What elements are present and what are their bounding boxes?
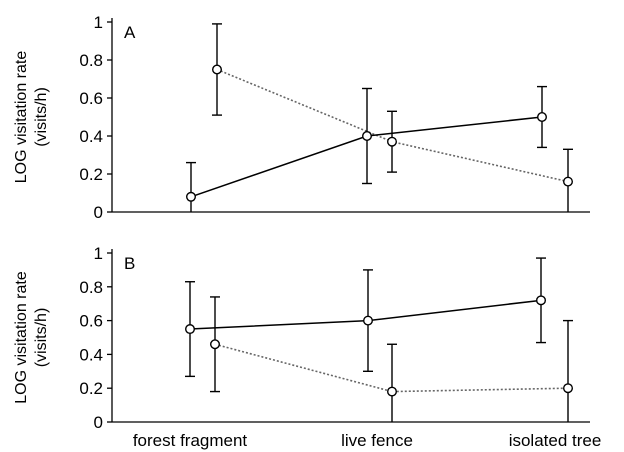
- data-point-solid: [362, 130, 373, 141]
- y-tick-label: 0.8: [79, 51, 103, 70]
- x-category-label: isolated tree: [509, 431, 602, 450]
- data-point-solid: [185, 191, 196, 202]
- y-tick-label: 0.4: [79, 345, 103, 364]
- y-tick-label: 0.6: [79, 312, 103, 331]
- y-tick-label: 0.2: [79, 379, 103, 398]
- y-tick-label: 0.6: [79, 89, 103, 108]
- y-tick-label: 1: [94, 13, 103, 32]
- data-point-dotted: [563, 383, 574, 394]
- data-point-dotted: [563, 176, 574, 187]
- y-tick-label: 0.2: [79, 165, 103, 184]
- x-category-label: live fence: [341, 431, 413, 450]
- y-tick-label: 0.4: [79, 127, 103, 146]
- y-axis-label: (visits/h): [33, 308, 50, 368]
- data-point-dotted: [209, 339, 220, 350]
- panel-label: B: [124, 254, 135, 273]
- y-axis-label: LOG visitation rate: [13, 271, 30, 404]
- data-point-solid: [536, 295, 547, 306]
- data-point-solid: [537, 111, 548, 122]
- data-point-solid: [184, 324, 195, 335]
- y-tick-label: 0: [94, 203, 103, 222]
- y-tick-label: 0: [94, 413, 103, 432]
- data-point-solid: [363, 315, 374, 326]
- y-tick-label: 1: [94, 244, 103, 263]
- y-axis-label: (visits/h): [33, 87, 50, 147]
- y-axis-label: LOG visitation rate: [13, 51, 30, 184]
- data-point-dotted: [387, 386, 398, 397]
- data-point-dotted: [211, 64, 222, 75]
- data-point-dotted: [387, 136, 398, 147]
- series-line-dotted: [214, 343, 569, 393]
- panel-label: A: [124, 23, 136, 42]
- x-category-label: forest fragment: [133, 431, 248, 450]
- y-tick-label: 0.8: [79, 278, 103, 297]
